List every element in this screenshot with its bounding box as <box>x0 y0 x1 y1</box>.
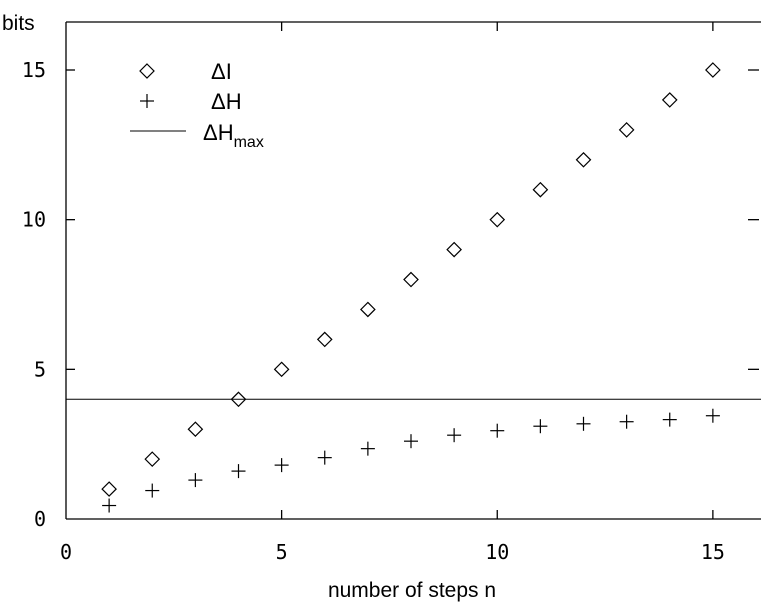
x-tick-label: 5 <box>276 540 288 564</box>
legend-diamond <box>139 63 155 79</box>
y-tick-label: 5 <box>34 357 46 381</box>
delta-i-point <box>230 391 247 408</box>
delta-h-point <box>705 408 720 423</box>
y-tick-label: 15 <box>22 58 46 82</box>
y-tick-label: 10 <box>22 208 46 232</box>
delta-h-point <box>576 416 591 431</box>
delta-h-point <box>490 423 505 438</box>
legend-label-delta-hmax-main: ΔH <box>203 120 234 145</box>
delta-i-point <box>101 481 117 497</box>
x-tick-label: 0 <box>60 540 72 564</box>
delta-i-point <box>618 122 635 138</box>
axis-ticks: 0 5 10 15 0 5 10 15 <box>22 22 759 564</box>
legend-marker-plus <box>140 94 154 108</box>
delta-h-point <box>274 458 289 473</box>
delta-h-point <box>619 414 634 429</box>
legend-label-delta-i: ΔI <box>211 59 232 84</box>
delta-i-point <box>446 241 462 258</box>
delta-h-point <box>662 412 677 427</box>
x-tick-label: 10 <box>485 540 509 564</box>
legend-item-delta-hmax: ΔHmax <box>130 120 264 151</box>
x-tick-label: 15 <box>701 540 725 564</box>
plot-frame <box>65 21 761 520</box>
delta-i-point <box>360 301 376 318</box>
delta-i-point <box>403 271 419 288</box>
delta-i-point <box>316 331 333 348</box>
delta-h-point <box>360 441 375 456</box>
delta-h-point <box>145 483 160 498</box>
legend-plus <box>140 94 154 108</box>
delta-i-point <box>705 62 721 78</box>
delta-i-point <box>144 451 161 467</box>
legend-marker-diamond <box>139 63 155 79</box>
delta-h-point <box>533 419 548 434</box>
delta-i-point <box>575 151 592 168</box>
delta-h-point <box>447 428 462 443</box>
delta-i-point <box>273 361 290 378</box>
legend-label-delta-hmax-sub: max <box>234 134 264 151</box>
delta-h-point <box>404 434 418 449</box>
series-layer <box>66 62 761 513</box>
y-axis-label: bits <box>2 12 35 35</box>
legend-label-delta-hmax: ΔHmax <box>203 120 264 151</box>
delta-h-point <box>102 498 117 513</box>
legend-item-delta-h: ΔH <box>140 89 242 114</box>
x-axis-label: number of steps n <box>328 579 496 602</box>
delta-i-point <box>661 92 678 108</box>
legend-label-delta-h: ΔH <box>211 89 242 114</box>
y-tick-label: 0 <box>34 507 46 531</box>
delta-i-point <box>187 421 204 438</box>
legend: ΔI ΔH ΔHmax <box>130 59 264 151</box>
delta-h-point <box>231 464 246 479</box>
legend-item-delta-i: ΔI <box>139 59 232 84</box>
delta-i-point <box>489 211 506 228</box>
delta-h-point <box>317 450 332 465</box>
delta-i-point <box>532 181 549 198</box>
delta-h-point <box>188 473 203 488</box>
